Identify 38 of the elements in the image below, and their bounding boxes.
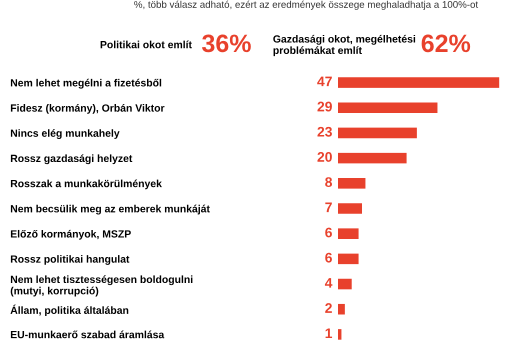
- y-tick-label: Nem lehet tisztességesen boldogulni (mutyi, korrupció): [10, 275, 192, 296]
- bar: [338, 178, 366, 189]
- y-tick-label: EU-munkaerő szabad áramlása: [10, 330, 164, 338]
- y-tick-label: Rossz gazdasági helyzet: [10, 154, 132, 164]
- text: 62%: [422, 34, 470, 52]
- text: Politikai okot említ: [100, 40, 192, 48]
- bar: [338, 102, 438, 114]
- data-label: 1: [326, 328, 332, 338]
- data-label: 6: [325, 252, 332, 263]
- y-tick-label: Nem becsülik meg az emberek munkáját: [10, 204, 210, 215]
- data-label: 4: [324, 278, 332, 288]
- bar: [338, 77, 500, 88]
- data-label: 29: [317, 102, 332, 112]
- bar: [338, 203, 362, 214]
- y-tick-label: Rosszak a munkakörülmények: [10, 180, 162, 190]
- data-label: 6: [325, 228, 332, 238]
- y-tick-label: Fidesz (kormány), Orbán Viktor: [10, 104, 164, 114]
- text: Gazdasági okot, megélhetési problémákat említ: [273, 34, 416, 56]
- bar: [338, 228, 359, 239]
- data-label: 47: [317, 76, 332, 86]
- data-label: 7: [325, 202, 332, 212]
- text: 36%: [202, 34, 251, 52]
- bar: [338, 254, 359, 264]
- data-label: 20: [317, 152, 332, 162]
- bar: [338, 278, 352, 290]
- bar: [338, 304, 345, 315]
- bar: [338, 329, 342, 340]
- bar: [338, 128, 417, 138]
- y-tick-label: Rossz politikai hangulat: [10, 255, 130, 265]
- y-tick-label: Nem lehet megélni a fizetésből: [10, 78, 162, 89]
- y-tick-label: Nincs elég munkahely: [10, 129, 120, 139]
- data-label: 2: [325, 303, 332, 313]
- data-label: 8: [325, 177, 332, 188]
- y-tick-label: Előző kormányok, MSZP: [10, 230, 131, 240]
- data-label: 23: [317, 126, 332, 137]
- y-tick-label: Állam, politika általában: [10, 304, 128, 316]
- text: %, több válasz adható, ezért az eredmények összege meghaladhatja a 100%-ot: [134, 0, 478, 10]
- bar: [338, 152, 407, 164]
